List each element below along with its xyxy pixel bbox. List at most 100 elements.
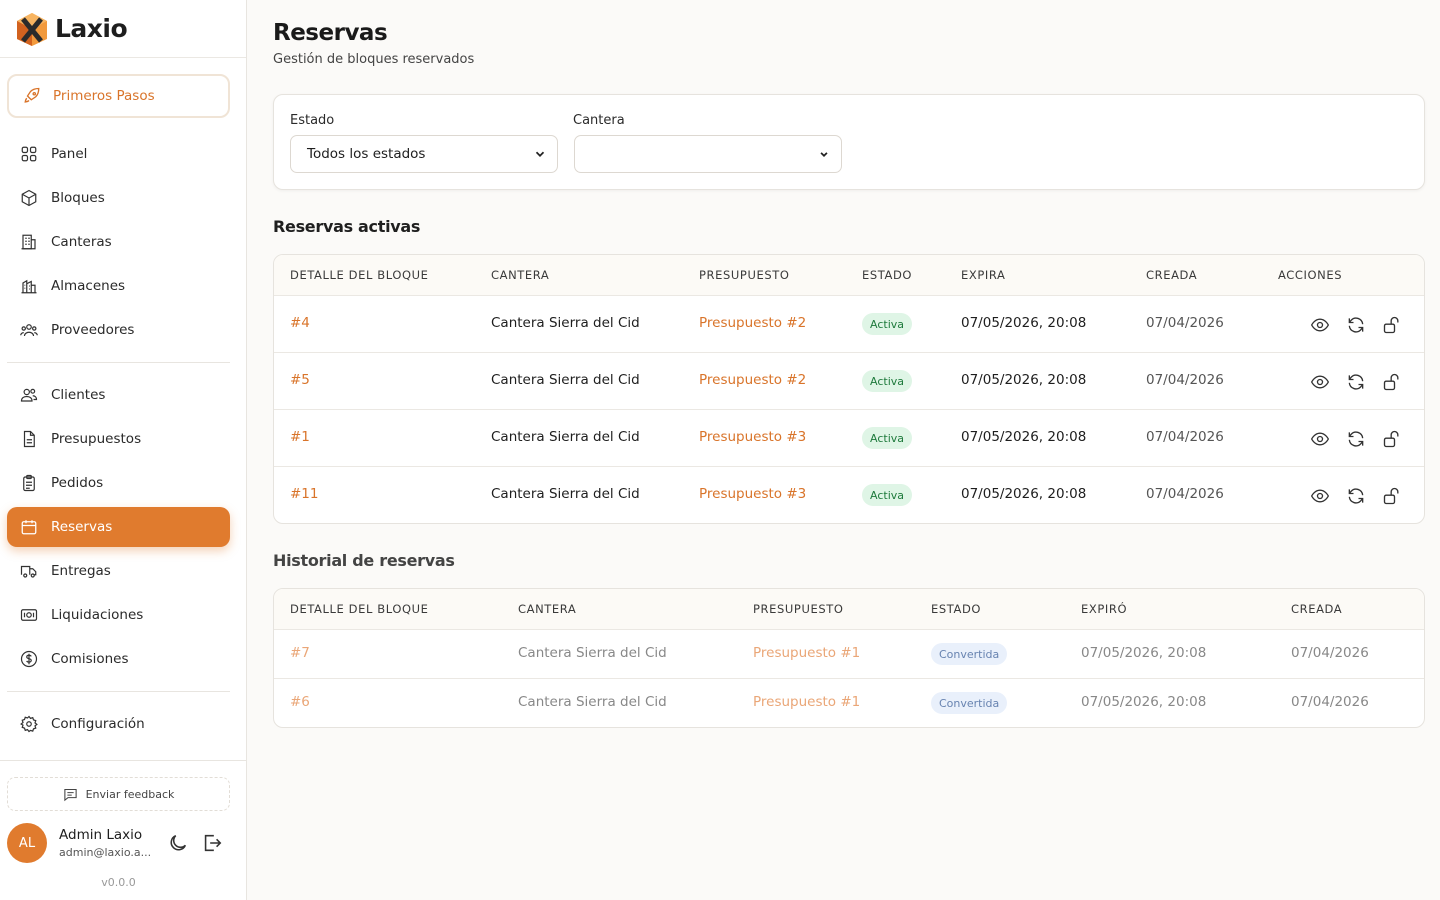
- table-row: #5 Cantera Sierra del Cid Presupuesto #2…: [274, 353, 1424, 410]
- unlock-icon[interactable]: [1382, 429, 1402, 449]
- sidebar-item-label: Panel: [51, 146, 88, 162]
- avatar[interactable]: AL: [7, 823, 47, 863]
- status-badge: Activa: [862, 313, 912, 335]
- estado-label: Estado: [290, 113, 335, 128]
- table-row: #11 Cantera Sierra del Cid Presupuesto #…: [274, 467, 1424, 523]
- message-icon: [63, 787, 78, 802]
- table-row: #1 Cantera Sierra del Cid Presupuesto #3…: [274, 410, 1424, 467]
- budget-link[interactable]: Presupuesto #2: [699, 315, 807, 331]
- estado-select[interactable]: Todos los estados: [290, 135, 558, 173]
- active-reservations-title: Reservas activas: [273, 217, 421, 236]
- expires-cell: 07/05/2026, 20:08: [961, 486, 1087, 502]
- cube-icon: [20, 189, 38, 207]
- sidebar-item-label: Pedidos: [51, 475, 104, 491]
- clipboard-icon: [20, 474, 38, 492]
- sidebar-item-canteras[interactable]: Canteras: [7, 222, 230, 262]
- unlock-icon[interactable]: [1382, 486, 1402, 506]
- block-link[interactable]: #7: [290, 645, 310, 661]
- user-email: admin@laxio.a...: [59, 846, 152, 859]
- refresh-icon[interactable]: [1346, 429, 1366, 449]
- warehouse-icon: [20, 277, 38, 295]
- budget-link[interactable]: Presupuesto #1: [753, 694, 861, 710]
- column-header: EXPIRÓ: [1081, 602, 1128, 616]
- eye-icon[interactable]: [1310, 372, 1330, 392]
- sidebar-item-label: Entregas: [51, 563, 111, 579]
- cantera-cell: Cantera Sierra del Cid: [491, 315, 640, 331]
- users-group-icon: [20, 321, 38, 339]
- block-link[interactable]: #4: [290, 315, 310, 331]
- estado-value: Todos los estados: [307, 146, 426, 162]
- sidebar-item-bloques[interactable]: Bloques: [7, 178, 230, 218]
- grid-icon: [20, 145, 38, 163]
- sidebar-item-comisiones[interactable]: Comisiones: [7, 639, 230, 679]
- first-steps-button[interactable]: Primeros Pasos: [7, 74, 230, 118]
- moon-icon[interactable]: [167, 832, 189, 854]
- budget-link[interactable]: Presupuesto #3: [699, 486, 807, 502]
- truck-icon: [20, 562, 38, 580]
- refresh-icon[interactable]: [1346, 372, 1366, 392]
- refresh-icon[interactable]: [1346, 315, 1366, 335]
- banknote-icon: [20, 606, 38, 624]
- budget-link[interactable]: Presupuesto #3: [699, 429, 807, 445]
- user-name: Admin Laxio: [59, 827, 143, 843]
- building-icon: [20, 233, 38, 251]
- gear-icon: [20, 715, 38, 733]
- page-title: Reservas: [273, 20, 388, 46]
- sidebar-item-entregas[interactable]: Entregas: [7, 551, 230, 591]
- created-cell: 07/04/2026: [1146, 372, 1224, 388]
- users-icon: [20, 386, 38, 404]
- unlock-icon[interactable]: [1382, 315, 1402, 335]
- unlock-icon[interactable]: [1382, 372, 1402, 392]
- cantera-cell: Cantera Sierra del Cid: [491, 486, 640, 502]
- table-header: DETALLE DEL BLOQUE CANTERA PRESUPUESTO E…: [274, 589, 1424, 630]
- expires-cell: 07/05/2026, 20:08: [961, 315, 1087, 331]
- sidebar-item-pedidos[interactable]: Pedidos: [7, 463, 230, 503]
- laxio-logo-icon: [14, 11, 50, 47]
- feedback-button[interactable]: Enviar feedback: [7, 777, 230, 811]
- sidebar-item-reservas[interactable]: Reservas: [7, 507, 230, 547]
- column-header: DETALLE DEL BLOQUE: [290, 268, 429, 282]
- sidebar-item-liquidaciones[interactable]: Liquidaciones: [7, 595, 230, 635]
- eye-icon[interactable]: [1310, 315, 1330, 335]
- cantera-select[interactable]: [574, 135, 842, 173]
- document-icon: [20, 430, 38, 448]
- history-table: DETALLE DEL BLOQUE CANTERA PRESUPUESTO E…: [273, 588, 1425, 728]
- cantera-cell: Cantera Sierra del Cid: [491, 429, 640, 445]
- sidebar-item-clientes[interactable]: Clientes: [7, 375, 230, 415]
- eye-icon[interactable]: [1310, 486, 1330, 506]
- sidebar-item-presupuestos[interactable]: Presupuestos: [7, 419, 230, 459]
- feedback-label: Enviar feedback: [85, 787, 175, 801]
- block-link[interactable]: #5: [290, 372, 310, 388]
- rocket-icon: [23, 87, 41, 105]
- sidebar-item-label: Proveedores: [51, 322, 135, 338]
- status-badge: Convertida: [931, 692, 1008, 714]
- sidebar-item-label: Canteras: [51, 234, 112, 250]
- column-header: ESTADO: [931, 602, 982, 616]
- budget-link[interactable]: Presupuesto #2: [699, 372, 807, 388]
- refresh-icon[interactable]: [1346, 486, 1366, 506]
- cantera-label: Cantera: [573, 113, 625, 128]
- sidebar-item-label: Configuración: [51, 716, 145, 732]
- logout-icon[interactable]: [201, 832, 223, 854]
- sidebar-item-almacenes[interactable]: Almacenes: [7, 266, 230, 306]
- sidebar-item-label: Presupuestos: [51, 431, 142, 447]
- created-cell: 07/04/2026: [1146, 486, 1224, 502]
- block-link[interactable]: #11: [290, 486, 319, 502]
- block-link[interactable]: #1: [290, 429, 310, 445]
- divider: [7, 362, 230, 363]
- sidebar-item-proveedores[interactable]: Proveedores: [7, 310, 230, 350]
- eye-icon[interactable]: [1310, 429, 1330, 449]
- block-link[interactable]: #6: [290, 694, 310, 710]
- column-header: DETALLE DEL BLOQUE: [290, 602, 429, 616]
- column-header: EXPIRA: [961, 268, 1006, 282]
- budget-link[interactable]: Presupuesto #1: [753, 645, 861, 661]
- column-header: PRESUPUESTO: [753, 602, 844, 616]
- sidebar-item-panel[interactable]: Panel: [7, 134, 230, 174]
- divider: [7, 691, 230, 692]
- brand[interactable]: Laxio: [0, 0, 246, 58]
- cantera-cell: Cantera Sierra del Cid: [518, 645, 667, 661]
- expires-cell: 07/05/2026, 20:08: [961, 372, 1087, 388]
- page-subtitle: Gestión de bloques reservados: [273, 52, 475, 67]
- sidebar-item-configuracion[interactable]: Configuración: [7, 704, 230, 744]
- cantera-cell: Cantera Sierra del Cid: [491, 372, 640, 388]
